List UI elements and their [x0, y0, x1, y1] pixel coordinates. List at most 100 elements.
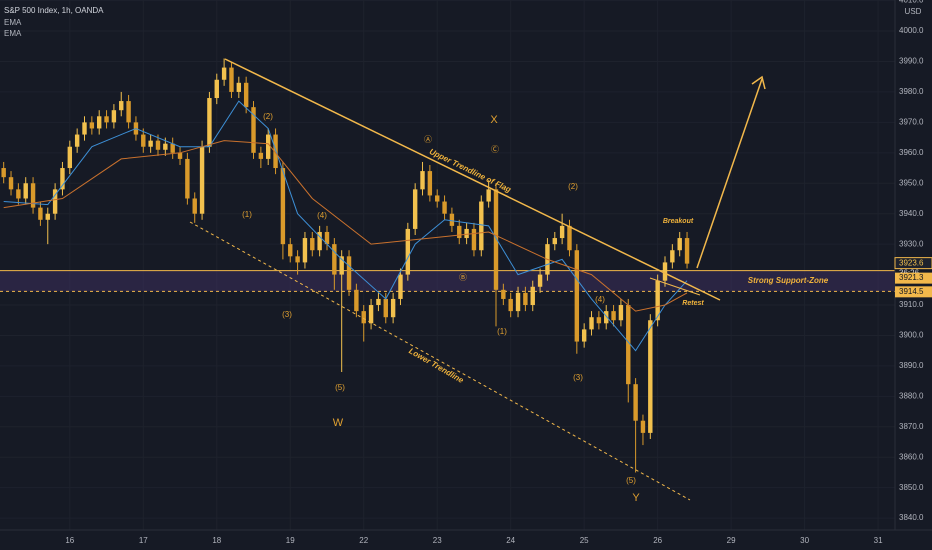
candle-body — [435, 195, 440, 202]
last-price-label: 3923.6 — [899, 259, 924, 268]
plot — [1, 58, 690, 473]
candle-body — [266, 134, 271, 159]
axis-labels: 3840.0 3850.0 3860.0 3870.0 3880.0 3890.0 3900… — [65, 0, 932, 545]
candle-body — [229, 67, 234, 92]
x-tick-label: 19 — [286, 536, 295, 545]
retest-line — [649, 277, 701, 296]
candle-body — [104, 116, 109, 123]
upper-trendline — [224, 58, 721, 301]
candle-body — [339, 256, 344, 275]
candle-body — [464, 228, 469, 239]
candle-body — [596, 317, 602, 324]
x-tick-label: 23 — [433, 536, 442, 545]
candle-body — [457, 225, 462, 239]
candle-body — [111, 110, 117, 123]
candle-body — [317, 231, 322, 251]
candle-body — [405, 228, 411, 275]
y-tick-label: 3870.0 — [899, 422, 924, 431]
lower-trendline — [189, 221, 691, 501]
y-tick-label: 3880.0 — [899, 391, 924, 400]
x-tick-label: 18 — [212, 536, 221, 545]
support-label: 3914.5 — [899, 287, 924, 296]
candle-body — [523, 292, 528, 306]
candle-body — [559, 225, 565, 239]
wave-labels: (1) (2) (3) (4) (5) W Ⓐ X Ⓒ Ⓑ (1) (2) (3) (4) (5) Y — [242, 112, 640, 504]
candle-body — [258, 152, 264, 159]
candle-body — [574, 250, 580, 342]
candle-body — [38, 207, 43, 220]
y-tick-label: 3960.0 — [899, 148, 924, 157]
candle-body — [207, 98, 212, 147]
candle-body — [30, 183, 36, 208]
candle-body — [1, 168, 6, 178]
candle-body — [530, 286, 535, 306]
candle-body — [508, 298, 513, 312]
y-tick-label: 4000.0 — [899, 26, 924, 35]
candle-body — [280, 168, 286, 245]
candle-body — [648, 320, 653, 433]
candle-body — [427, 171, 433, 196]
wave-label: Ⓑ — [459, 273, 467, 282]
wave-label: (1) — [242, 210, 252, 219]
x-tick-label: 31 — [874, 536, 883, 545]
candle-body — [170, 143, 175, 153]
support-badge — [895, 286, 932, 298]
candle-body — [368, 305, 374, 324]
candle-body — [581, 329, 587, 342]
candle-body — [442, 201, 447, 214]
support-label: 3921.3 — [899, 273, 924, 282]
candle-body — [346, 256, 352, 290]
y-tick-label: 3890.0 — [899, 361, 924, 370]
candle-body — [251, 107, 256, 153]
retest-label: Retest — [682, 300, 704, 307]
candle-body — [295, 256, 300, 263]
wave-label: (5) — [626, 476, 636, 485]
y-tick-label: 3980.0 — [899, 87, 924, 96]
candle-body — [471, 228, 477, 251]
y-tick-label: 3940.0 — [899, 209, 924, 218]
x-tick-label: 25 — [580, 536, 589, 545]
candle-body — [398, 274, 403, 299]
candle-body — [185, 158, 190, 199]
candle-body — [670, 250, 675, 263]
candle-body — [74, 134, 80, 147]
x-tick-label: 29 — [727, 536, 736, 545]
y-tick-label: 3850.0 — [899, 483, 924, 492]
y-axis-label: USD — [905, 7, 922, 16]
candle-body — [567, 225, 572, 251]
grid — [0, 0, 895, 530]
breakout-label: Breakout — [663, 218, 694, 225]
candle-body — [148, 140, 153, 147]
candle-body — [537, 274, 543, 287]
candle-body — [302, 238, 308, 263]
candle-body — [177, 152, 183, 159]
candle-body — [141, 134, 146, 147]
candle-body — [390, 298, 396, 318]
candle-body — [199, 146, 205, 214]
candle-body — [486, 189, 491, 202]
candle-body — [449, 213, 455, 226]
candle-body — [324, 231, 330, 245]
wave-label: W — [333, 417, 344, 429]
x-tick-label: 22 — [359, 536, 368, 545]
candle-body — [626, 305, 631, 385]
candle-body — [633, 384, 638, 421]
last-price-badge — [894, 257, 932, 270]
y-tick-label: 3900.0 — [899, 331, 924, 340]
candle-body — [288, 244, 293, 257]
candle-body — [16, 189, 21, 199]
y-tick-label: 3990.0 — [899, 57, 924, 66]
support-zone-label: Strong Support-Zone — [748, 276, 829, 285]
candle-body — [96, 116, 102, 129]
wave-label: (4) — [317, 211, 327, 220]
candle-body — [412, 189, 418, 229]
candle-body — [60, 168, 65, 190]
projection-arrow — [696, 78, 763, 269]
candle-body — [126, 101, 131, 123]
wave-label: (4) — [595, 295, 605, 304]
candle-body — [684, 238, 690, 264]
y-tick-label: 3930.0 — [899, 239, 924, 248]
candle-body — [479, 201, 484, 251]
wave-label: (2) — [263, 112, 273, 121]
